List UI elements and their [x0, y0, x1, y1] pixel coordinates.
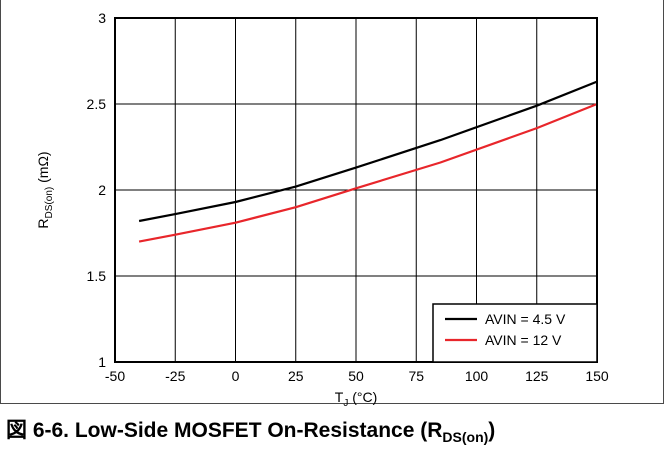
- x-tick-label: -25: [165, 368, 185, 384]
- series-line-0: [138, 80, 598, 223]
- tick-labels: -50 -25 0 25 50 75 100 125 150 1 1.5 2 2.5 3: [87, 10, 609, 384]
- x-tick-label: 125: [525, 368, 549, 384]
- legend-label-avin-4-5v: AVIN = 4.5 V: [485, 311, 566, 327]
- y-tick-label: 2: [98, 182, 106, 198]
- x-tick-label: 150: [585, 368, 609, 384]
- grid: [115, 18, 597, 362]
- legend: AVIN = 4.5 V AVIN = 12 V: [432, 303, 598, 363]
- x-tick-label: 100: [465, 368, 489, 384]
- x-tick-label: -50: [105, 368, 125, 384]
- x-axis-label: TJ (°C): [335, 389, 378, 409]
- legend-label-avin-12v: AVIN = 12 V: [485, 332, 562, 348]
- y-tick-label: 1.5: [87, 268, 107, 284]
- x-tick-label: 75: [408, 368, 424, 384]
- figure-caption: 図 6-6. Low-Side MOSFET On-Resistance (RD…: [6, 419, 496, 445]
- y-axis-label: RDS(on) (mΩ): [35, 151, 55, 228]
- legend-box: [432, 303, 598, 363]
- series-line-1: [138, 102, 598, 243]
- x-tick-label: 0: [232, 368, 240, 384]
- y-tick-label: 3: [98, 10, 106, 26]
- x-tick-label: 50: [348, 368, 364, 384]
- x-tick-label: 25: [288, 368, 304, 384]
- plot-area: [114, 17, 598, 363]
- series-layer: [138, 80, 598, 243]
- y-tick-label: 2.5: [87, 96, 107, 112]
- y-tick-label: 1: [98, 354, 106, 370]
